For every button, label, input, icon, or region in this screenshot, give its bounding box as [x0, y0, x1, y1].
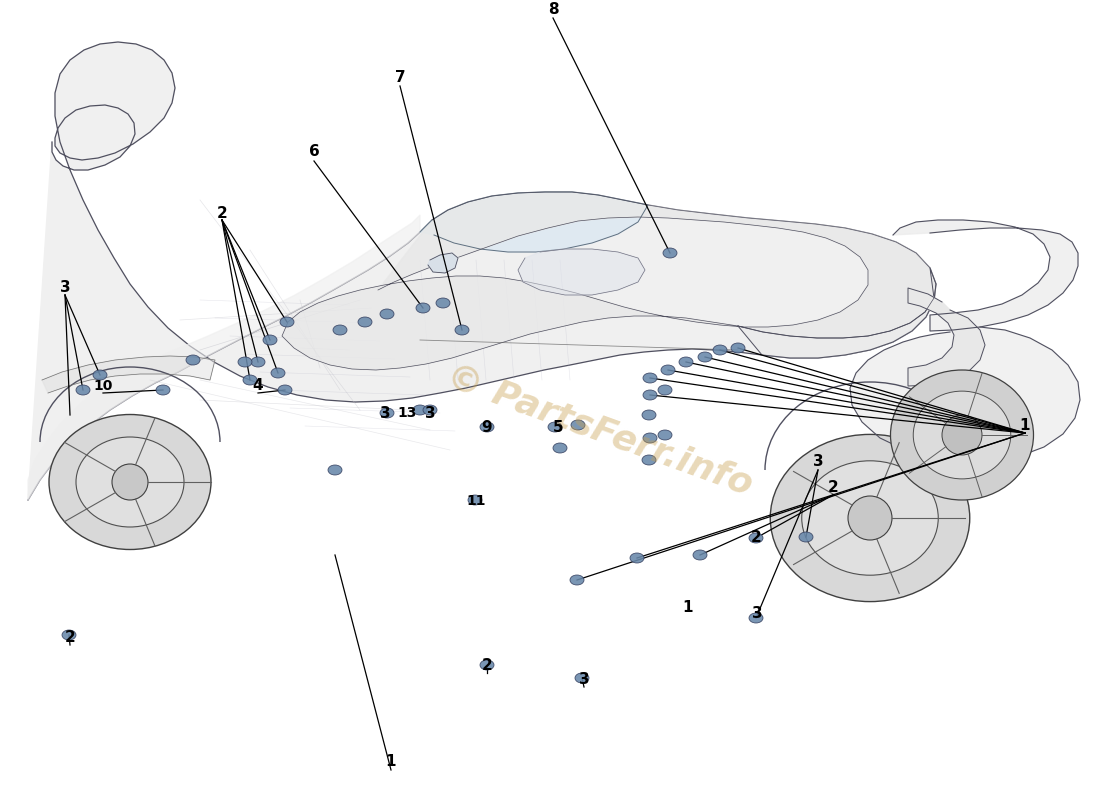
- Ellipse shape: [94, 370, 107, 380]
- Circle shape: [942, 415, 982, 455]
- Text: 4: 4: [253, 378, 263, 394]
- Ellipse shape: [644, 433, 657, 443]
- Text: 5: 5: [552, 421, 563, 435]
- Ellipse shape: [379, 408, 394, 418]
- Ellipse shape: [749, 613, 763, 623]
- Text: 1: 1: [386, 754, 396, 770]
- Text: © PartsFerr.info: © PartsFerr.info: [442, 358, 758, 502]
- Ellipse shape: [749, 533, 763, 543]
- Ellipse shape: [238, 357, 252, 367]
- Text: 3: 3: [425, 406, 436, 421]
- Text: 2: 2: [482, 658, 493, 674]
- Ellipse shape: [698, 352, 712, 362]
- Polygon shape: [28, 42, 936, 500]
- Ellipse shape: [770, 434, 970, 602]
- Polygon shape: [908, 288, 985, 386]
- Text: 1: 1: [1020, 418, 1031, 433]
- Circle shape: [848, 496, 892, 540]
- Ellipse shape: [455, 325, 469, 335]
- Polygon shape: [42, 356, 214, 393]
- Ellipse shape: [642, 410, 656, 420]
- Ellipse shape: [713, 345, 727, 355]
- Polygon shape: [420, 192, 648, 252]
- Ellipse shape: [424, 405, 437, 415]
- Ellipse shape: [913, 391, 1011, 479]
- Text: 3: 3: [813, 454, 823, 470]
- Text: 3: 3: [579, 673, 590, 687]
- Ellipse shape: [436, 298, 450, 308]
- Ellipse shape: [333, 325, 346, 335]
- Ellipse shape: [630, 553, 644, 563]
- Ellipse shape: [575, 673, 589, 683]
- Text: 2: 2: [750, 530, 761, 546]
- Text: 9: 9: [482, 421, 493, 435]
- Text: 3: 3: [751, 606, 762, 622]
- Ellipse shape: [570, 575, 584, 585]
- Polygon shape: [850, 327, 1080, 462]
- Ellipse shape: [644, 373, 657, 383]
- Ellipse shape: [76, 385, 90, 395]
- Ellipse shape: [642, 455, 656, 465]
- Ellipse shape: [693, 550, 707, 560]
- Ellipse shape: [802, 461, 938, 575]
- Ellipse shape: [328, 465, 342, 475]
- Text: 2: 2: [217, 206, 228, 221]
- Text: 6: 6: [309, 145, 319, 159]
- Ellipse shape: [186, 355, 200, 365]
- Ellipse shape: [548, 422, 562, 432]
- Text: 3: 3: [59, 281, 70, 295]
- Ellipse shape: [251, 357, 265, 367]
- Text: 7: 7: [395, 70, 405, 86]
- Text: 3: 3: [379, 406, 390, 421]
- Ellipse shape: [468, 495, 482, 505]
- Polygon shape: [518, 249, 645, 295]
- Text: 1: 1: [683, 601, 693, 615]
- Ellipse shape: [50, 414, 211, 550]
- Polygon shape: [28, 215, 420, 500]
- Ellipse shape: [271, 368, 285, 378]
- Ellipse shape: [658, 385, 672, 395]
- Text: 8: 8: [548, 2, 559, 18]
- Text: 11: 11: [466, 494, 486, 508]
- Ellipse shape: [732, 343, 745, 353]
- Ellipse shape: [416, 303, 430, 313]
- Ellipse shape: [679, 357, 693, 367]
- Ellipse shape: [553, 443, 566, 453]
- Ellipse shape: [243, 375, 257, 385]
- Text: 2: 2: [65, 630, 76, 646]
- Ellipse shape: [358, 317, 372, 327]
- Ellipse shape: [278, 385, 292, 395]
- Ellipse shape: [571, 420, 585, 430]
- Ellipse shape: [280, 317, 294, 327]
- Ellipse shape: [663, 248, 676, 258]
- Ellipse shape: [480, 422, 494, 432]
- Polygon shape: [428, 253, 458, 273]
- Ellipse shape: [156, 385, 170, 395]
- Ellipse shape: [480, 660, 494, 670]
- Polygon shape: [893, 220, 1078, 331]
- Polygon shape: [282, 192, 936, 370]
- Ellipse shape: [658, 430, 672, 440]
- Ellipse shape: [799, 532, 813, 542]
- Text: 2: 2: [827, 481, 838, 495]
- Polygon shape: [738, 268, 936, 358]
- Ellipse shape: [379, 309, 394, 319]
- Text: 10: 10: [94, 379, 112, 393]
- Ellipse shape: [644, 390, 657, 400]
- Ellipse shape: [891, 370, 1034, 500]
- Ellipse shape: [76, 437, 184, 527]
- Ellipse shape: [62, 630, 76, 640]
- Ellipse shape: [263, 335, 277, 345]
- Ellipse shape: [412, 405, 427, 415]
- Circle shape: [112, 464, 148, 500]
- Ellipse shape: [661, 365, 675, 375]
- Text: 13: 13: [397, 406, 417, 420]
